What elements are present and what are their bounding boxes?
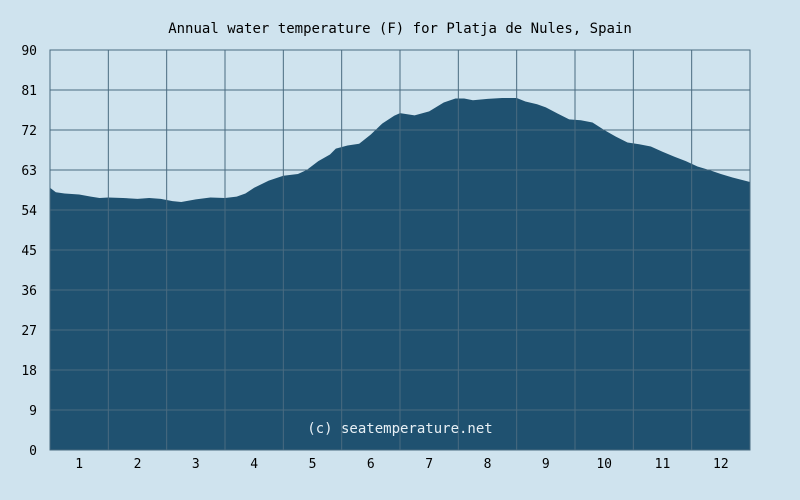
plot-frame (49, 49, 751, 451)
x-tick-label: 7 (425, 457, 433, 472)
y-tick-label: 63 (21, 164, 37, 179)
y-tick-label: 45 (21, 244, 37, 259)
x-tick-label: 2 (134, 457, 142, 472)
y-tick-label: 54 (21, 204, 37, 219)
y-tick-label: 81 (21, 84, 37, 99)
x-tick-label: 4 (250, 457, 258, 472)
y-tick-label: 27 (21, 324, 37, 339)
x-tick-label: 6 (367, 457, 375, 472)
chart-title: Annual water temperature (F) for Platja … (168, 21, 632, 37)
x-tick-label: 1 (75, 457, 83, 472)
x-tick-label: 8 (484, 457, 492, 472)
x-tick-label: 10 (596, 457, 612, 472)
y-axis-ticks: 0 9 18 27 36 45 54 63 72 81 90 (21, 44, 37, 459)
y-tick-label: 90 (21, 44, 37, 59)
y-tick-label: 9 (29, 404, 37, 419)
y-tick-label: 18 (21, 364, 37, 379)
x-tick-label: 9 (542, 457, 550, 472)
x-tick-label: 12 (713, 457, 729, 472)
x-tick-label: 5 (309, 457, 317, 472)
watermark-text: (c) seatemperature.net (307, 421, 492, 437)
y-tick-label: 72 (21, 124, 37, 139)
y-tick-label: 36 (21, 284, 37, 299)
x-axis-ticks: 1 2 3 4 5 6 7 8 9 10 11 12 (75, 457, 728, 472)
x-tick-label: 11 (655, 457, 671, 472)
x-tick-label: 3 (192, 457, 200, 472)
y-tick-label: 0 (29, 444, 37, 459)
